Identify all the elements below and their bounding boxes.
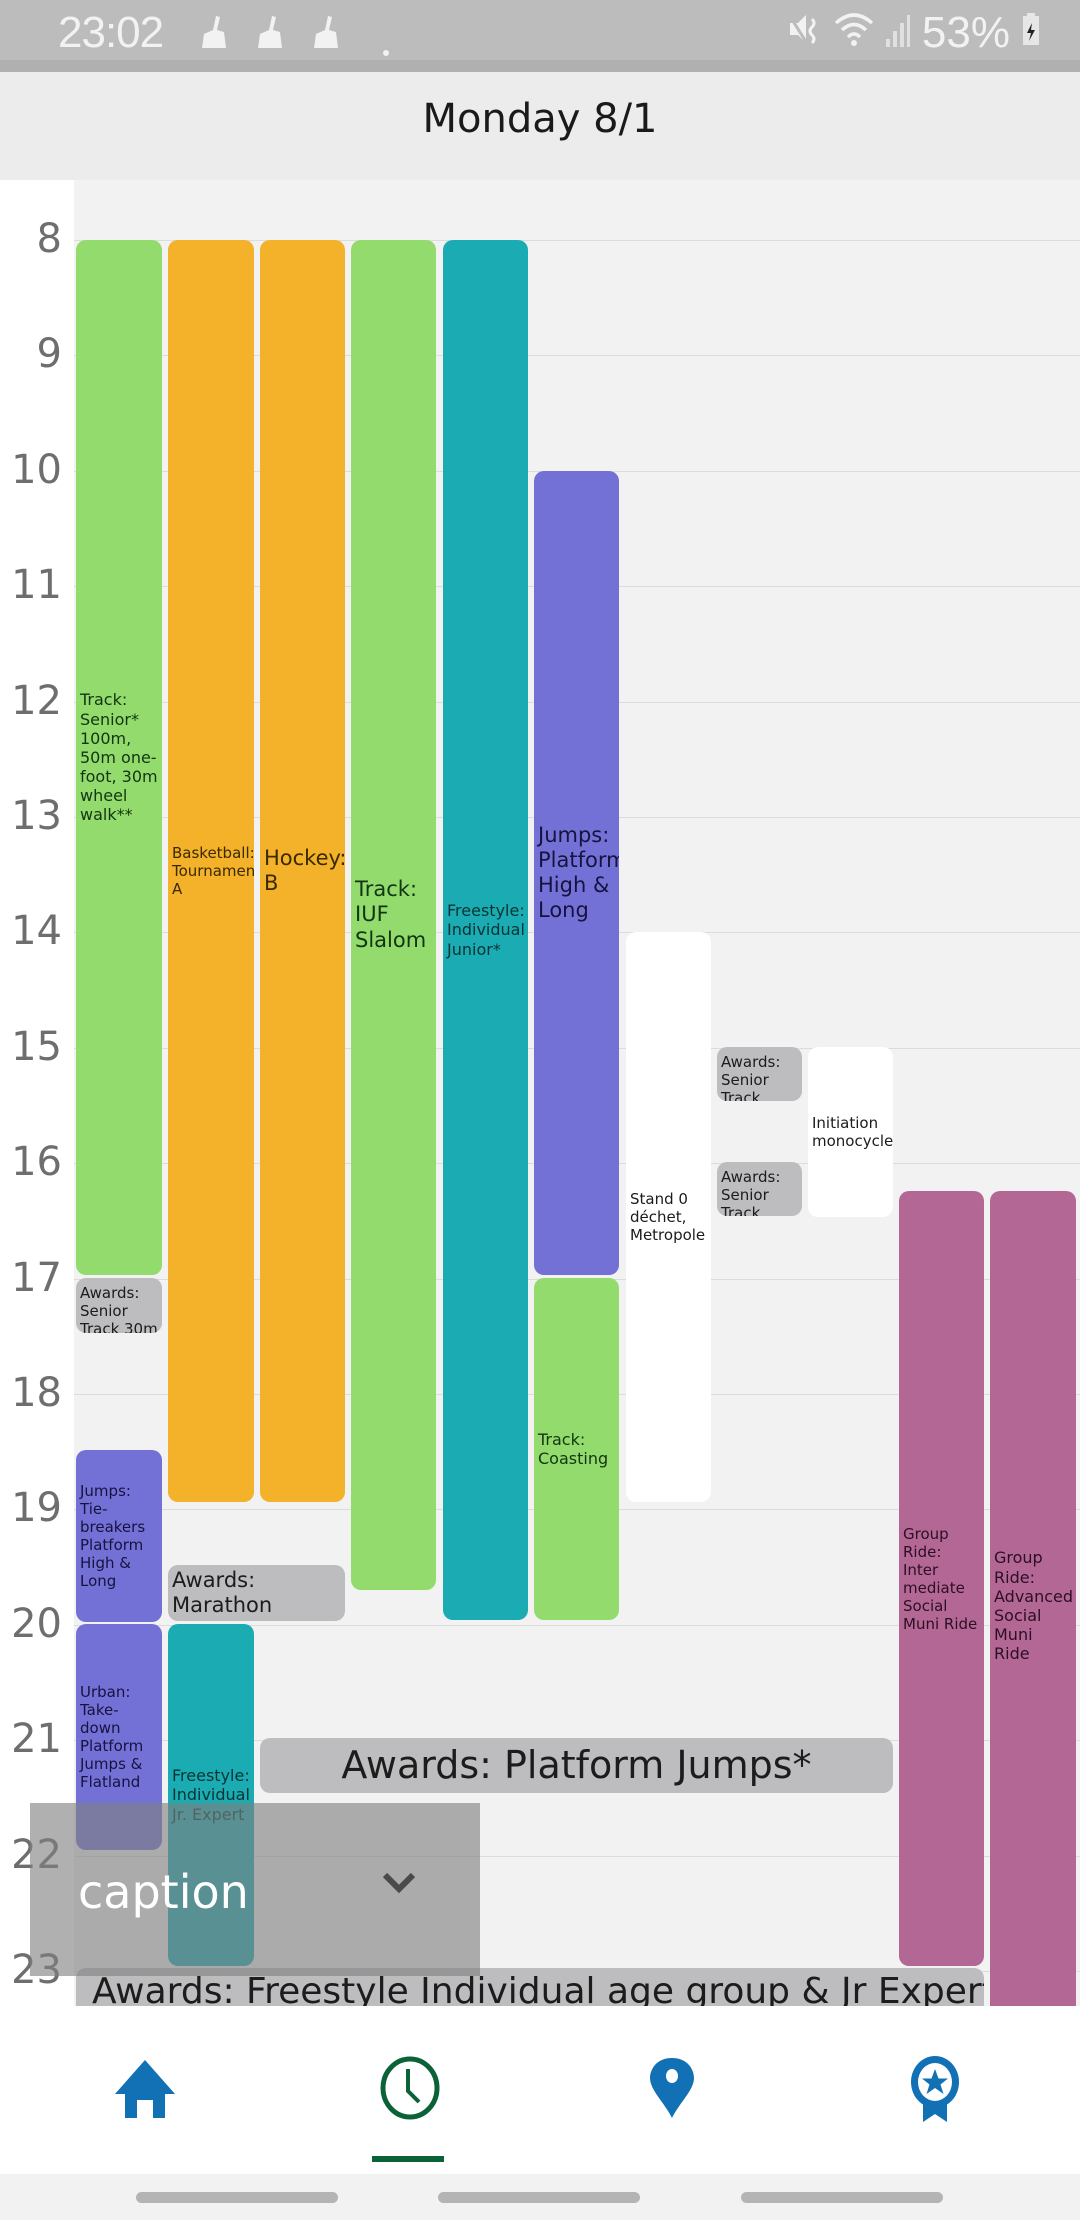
hour-label: 12 (11, 678, 62, 724)
status-right-group: 53% (786, 8, 1040, 58)
battery-charging-icon (1022, 8, 1040, 58)
event-title: Awards: Senior Track (721, 1053, 781, 1101)
event-awards-platform-jumps[interactable]: Awards: Platform Jumps* (260, 1738, 893, 1793)
event-initiation-monocycle[interactable]: Initiation monocycle (808, 1047, 893, 1217)
clock-icon (380, 2056, 440, 2120)
hour-gridline (74, 240, 1080, 241)
hour-label: 15 (11, 1024, 62, 1070)
hour-gridline (74, 1856, 1080, 1857)
hour-label: 16 (11, 1139, 62, 1185)
hour-label: 17 (11, 1255, 62, 1301)
broom-icon (252, 14, 288, 59)
event-title: Stand 0 déchet, Metropole (630, 1190, 706, 1244)
event-awards-senior-track[interactable]: Awards: Senior Track (717, 1047, 802, 1101)
system-nav-home[interactable] (438, 2192, 640, 2203)
hour-label: 19 (11, 1485, 62, 1531)
system-nav-back[interactable] (741, 2192, 943, 2203)
event-title: Awards: Senior Track 30m (80, 1284, 158, 1333)
battery-percent: 53% (921, 8, 1010, 57)
event-jumps-tie-breakers[interactable]: Jumps: Tie-breakers Platform High & Long (76, 1450, 162, 1622)
event-group-ride-intermediate[interactable]: Group Ride: Inter mediate Social Muni Ri… (899, 1191, 984, 1966)
event-title: Track: Senior* 100m, 50m one-foot, 30m w… (80, 690, 158, 825)
caption-overlay[interactable]: caption (30, 1803, 480, 1976)
hour-label: 8 (36, 216, 62, 262)
hour-label: 20 (11, 1601, 62, 1647)
status-time: 23:02 (58, 8, 164, 57)
nav-map[interactable] (597, 2006, 747, 2174)
hour-label: 11 (11, 562, 62, 608)
hour-gridline (74, 355, 1080, 356)
status-bar-divider (0, 60, 1080, 72)
page-title: Monday 8/1 (422, 96, 658, 142)
event-title: Awards: Marathon (172, 1567, 273, 1617)
home-icon (115, 2060, 175, 2118)
event-title: Basketball: Tournament A (172, 844, 254, 898)
event-title: Awards: Platform Jumps* (341, 1742, 812, 1787)
nav-awards[interactable] (860, 2006, 1010, 2174)
signal-icon (885, 8, 910, 58)
event-title: Awards: Freestyle Individual age group &… (92, 1971, 984, 2006)
event-title: Jumps: Tie-breakers Platform High & Long (80, 1482, 146, 1590)
event-track-senior[interactable]: Track: Senior* 100m, 50m one-foot, 30m w… (76, 240, 162, 1275)
event-title: Urban: Take-down Platform Jumps & Flatla… (80, 1683, 144, 1791)
system-nav-recents[interactable] (136, 2192, 338, 2203)
event-title: Awards: Senior Track 50m (721, 1168, 781, 1216)
hour-label: 14 (11, 908, 62, 954)
hour-label: 21 (11, 1716, 62, 1762)
hour-gutter (0, 180, 74, 2006)
hour-label: 13 (11, 793, 62, 839)
event-title: Initiation monocycle (812, 1114, 893, 1150)
event-group-ride-advanced[interactable]: Group Ride: Advanced Social Muni Ride (990, 1191, 1076, 2006)
location-pin-icon (650, 2058, 694, 2118)
schedule-grid[interactable]: 891011121314151617181920212223 Track: Se… (0, 180, 1080, 2006)
hour-gridline (74, 1625, 1080, 1626)
event-awards-senior-track-50m[interactable]: Awards: Senior Track 50m (717, 1162, 802, 1216)
status-bar: 23:02 53% (0, 0, 1080, 60)
broom-icon (196, 14, 232, 59)
event-title: Hockey: B (264, 845, 345, 895)
nav-home[interactable] (70, 2006, 220, 2174)
event-title: Jumps: Platform High & Long (538, 822, 619, 923)
hour-label: 9 (36, 331, 62, 377)
event-freestyle-individual-junior[interactable]: Freestyle: Individual Junior* (443, 240, 528, 1620)
active-tab-indicator (372, 2156, 444, 2162)
event-track-iuf-slalom[interactable]: Track: IUF Slalom (351, 240, 436, 1590)
hour-label: 18 (11, 1370, 62, 1416)
event-title: Track: Coasting (538, 1429, 609, 1468)
hour-label: 10 (11, 447, 62, 493)
wifi-icon (834, 8, 874, 58)
event-hockey-b[interactable]: Hockey: B (260, 240, 345, 1502)
chevron-down-icon[interactable] (375, 1859, 423, 1907)
dot-icon (382, 26, 390, 66)
award-ribbon-icon (911, 2056, 959, 2122)
event-title: Freestyle: Individual Junior* (447, 901, 525, 959)
event-title: Group Ride: Inter mediate Social Muni Ri… (903, 1524, 978, 1633)
caption-label: caption (78, 1865, 249, 1919)
event-title: Track: IUF Slalom (355, 877, 427, 952)
event-basketball-tournament-a[interactable]: Basketball: Tournament A (168, 240, 254, 1502)
mute-vibrate-icon (786, 8, 822, 58)
bottom-navigation (0, 2006, 1080, 2174)
event-title: Group Ride: Advanced Social Muni Ride (994, 1548, 1074, 1664)
broom-icon (308, 14, 344, 59)
nav-schedule[interactable] (333, 2006, 483, 2174)
event-track-coasting[interactable]: Track: Coasting (534, 1278, 619, 1620)
system-navigation-bar (0, 2174, 1080, 2220)
event-stand-0-dechet[interactable]: Stand 0 déchet, Metropole (626, 932, 711, 1502)
day-header: Monday 8/1 (0, 72, 1080, 180)
event-awards-senior-track-30m[interactable]: Awards: Senior Track 30m (76, 1278, 162, 1333)
event-awards-marathon[interactable]: Awards: Marathon (168, 1565, 345, 1621)
event-jumps-platform-high-long[interactable]: Jumps: Platform High & Long (534, 471, 619, 1275)
